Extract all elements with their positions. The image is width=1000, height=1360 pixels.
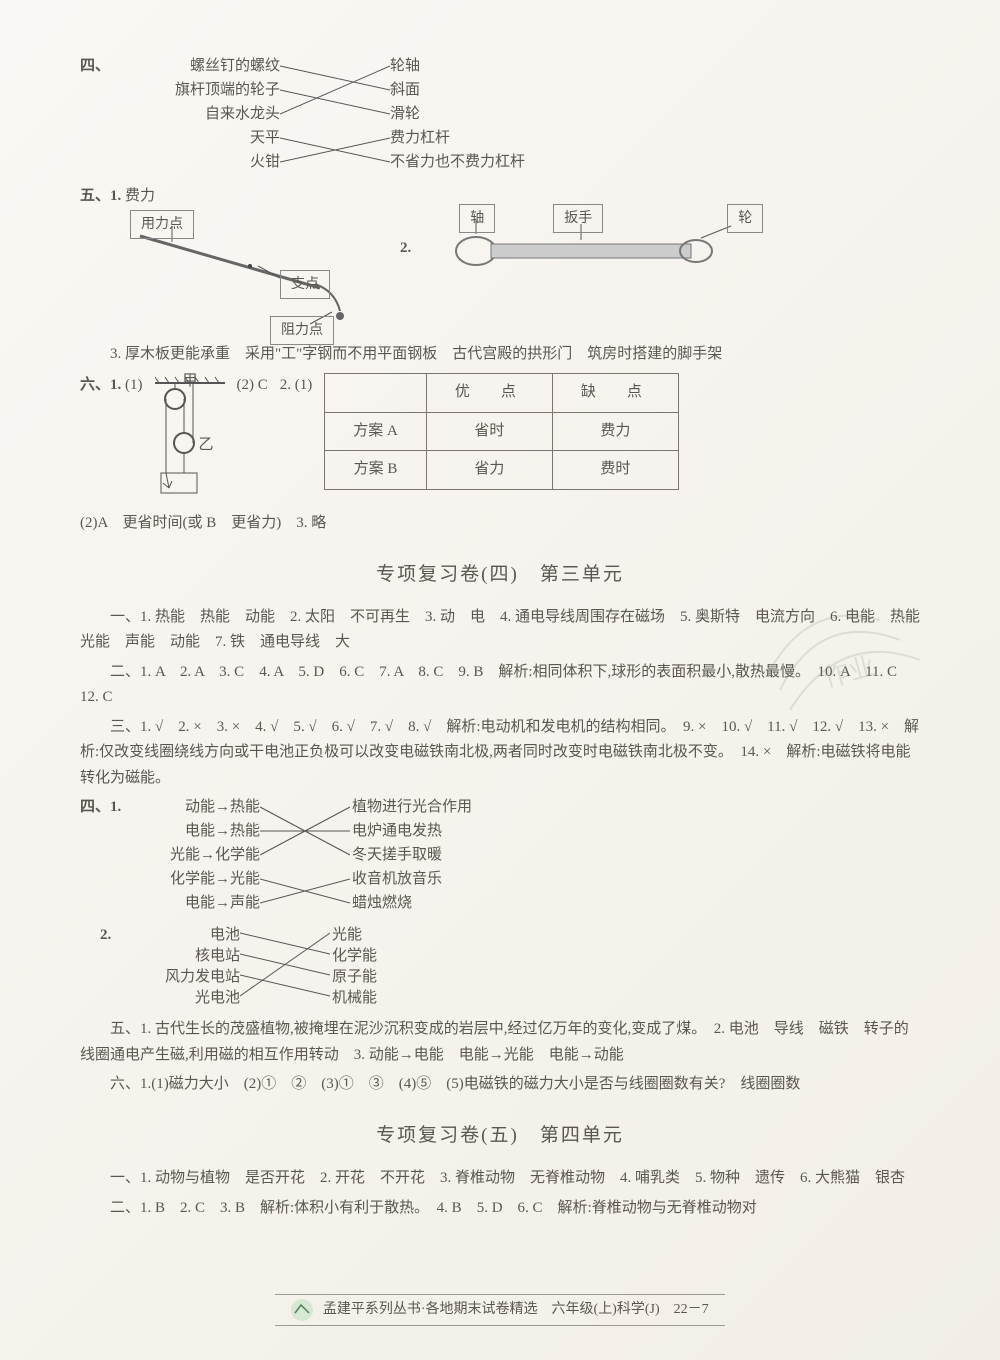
label-force: 用力点 bbox=[130, 210, 194, 240]
r4-m2-lines bbox=[240, 923, 330, 1009]
match-lines bbox=[280, 54, 390, 174]
r4-m1-lines bbox=[260, 795, 350, 919]
lead-4: 四、 bbox=[80, 54, 110, 80]
section-6: 六、1. (1) 甲 乙 (2) C 2. (1) bbox=[80, 373, 920, 503]
r4-match1: 四、1. 动能→热能 电能→热能 光能→化学能 化学能→光能 电能→声能 植物进… bbox=[130, 795, 920, 919]
mr-4: 不省力也不费力杠杆 bbox=[390, 150, 590, 174]
match-left: 螺丝钉的螺纹 旗杆顶端的轮子 自来水龙头 天平 火钳 bbox=[130, 54, 280, 174]
match-right: 轮轴 斜面 滑轮 费力杠杆 不省力也不费力杠杆 bbox=[390, 54, 590, 174]
table-row: 方案 B 省力 费时 bbox=[325, 451, 679, 490]
page: 作业 四、 螺丝钉的螺纹 旗杆顶端的轮子 自来水龙头 天平 火钳 轮轴 斜面 bbox=[0, 0, 1000, 1360]
r4-m2-lead: 2. bbox=[100, 923, 111, 949]
ml-0: 螺丝钉的螺纹 bbox=[130, 54, 280, 78]
mr-1: 斜面 bbox=[390, 78, 590, 102]
r4-m1-lead: 四、1. bbox=[80, 795, 121, 821]
section-5: 五、1. 费力 bbox=[80, 184, 920, 210]
lead-5: 五、1. bbox=[80, 188, 121, 204]
wrench-diagram: 轴 扳手 轮 bbox=[441, 216, 781, 286]
ml-3: 天平 bbox=[130, 126, 280, 150]
lead-6: 六、1. bbox=[80, 377, 121, 393]
label-wheel: 轮 bbox=[727, 204, 763, 234]
q6-1-1: (1) bbox=[125, 377, 143, 393]
r4-m1-right: 植物进行光合作用 电炉通电发热 冬天搓手取暖 收音机放音乐 蜡烛燃烧 bbox=[352, 795, 552, 915]
plan-table: 优 点 缺 点 方案 A 省时 费力 方案 B 省力 费时 bbox=[324, 373, 679, 490]
q6-1-2: (2) C bbox=[237, 373, 268, 399]
q5-1-label: 费力 bbox=[125, 188, 155, 204]
r4-p6: 六、1.(1)磁力大小 (2)① ② (3)① ③ (4)⑤ (5)电磁铁的磁力… bbox=[80, 1072, 920, 1098]
r4-p3: 三、1. √ 2. × 3. × 4. √ 5. √ 6. √ 7. √ 8. … bbox=[80, 715, 920, 792]
r4-m2-left: 电池 核电站 风力发电站 光电池 bbox=[130, 923, 240, 1007]
th-2: 缺 点 bbox=[552, 374, 678, 413]
page-footer: 孟建平系列丛书·各地期末试卷精选 六年级(上)科学(J) 22－7 bbox=[0, 1294, 1000, 1326]
label-axle: 轴 bbox=[459, 204, 495, 234]
r4-match2: 2. 电池 核电站 风力发电站 光电池 光能 化学能 原子能 机械能 bbox=[130, 923, 920, 1009]
title-review4: 专项复习卷(四) 第三单元 bbox=[80, 559, 920, 591]
mr-3: 费力杠杆 bbox=[390, 126, 590, 150]
label-yi: 乙 bbox=[199, 433, 214, 459]
matching-q4: 四、 螺丝钉的螺纹 旗杆顶端的轮子 自来水龙头 天平 火钳 轮轴 斜面 滑轮 费… bbox=[130, 54, 920, 174]
footer-text: 孟建平系列丛书·各地期末试卷精选 六年级(上)科学(J) 22－7 bbox=[323, 1302, 709, 1317]
r4-m2-right: 光能 化学能 原子能 机械能 bbox=[332, 923, 532, 1007]
q5-3: 3. 厚木板更能承重 采用"工"字钢而不用平面钢板 古代宫殿的拱形门 筑房时搭建… bbox=[80, 342, 920, 368]
r4-p1: 一、1. 热能 热能 动能 2. 太阳 不可再生 3. 动 电 4. 通电导线周… bbox=[80, 605, 920, 656]
ml-2: 自来水龙头 bbox=[130, 102, 280, 126]
footer-badge-icon bbox=[291, 1299, 313, 1321]
mr-2: 滑轮 bbox=[390, 102, 590, 126]
q5-2-lead: 2. bbox=[400, 236, 411, 262]
ml-4: 火钳 bbox=[130, 150, 280, 174]
mr-0: 轮轴 bbox=[390, 54, 590, 78]
images-row: 用力点 支点 阻力点 2. 轴 扳手 轮 bbox=[110, 216, 920, 336]
table-row: 方案 A 省时 费力 bbox=[325, 412, 679, 451]
ml-1: 旗杆顶端的轮子 bbox=[130, 78, 280, 102]
pulley-diagram: 甲 乙 bbox=[155, 373, 225, 503]
label-resist: 阻力点 bbox=[270, 316, 334, 346]
label-fulcrum: 支点 bbox=[280, 270, 330, 300]
th-1: 优 点 bbox=[426, 374, 552, 413]
title-review5: 专项复习卷(五) 第四单元 bbox=[80, 1120, 920, 1152]
r5-p1: 一、1. 动物与植物 是否开花 2. 开花 不开花 3. 脊椎动物 无脊椎动物 … bbox=[80, 1166, 920, 1192]
r4-p5: 五、1. 古代生长的茂盛植物,被掩埋在泥沙沉积变成的岩层中,经过亿万年的变化,变… bbox=[80, 1017, 920, 1068]
q6-2-lead: 2. (1) bbox=[280, 373, 313, 399]
label-jia: 甲 bbox=[183, 369, 198, 395]
th-0 bbox=[325, 374, 427, 413]
q6-line2: (2)A 更省时间(或 B 更省力) 3. 略 bbox=[80, 511, 920, 537]
r4-p2: 二、1. A 2. A 3. C 4. A 5. D 6. C 7. A 8. … bbox=[80, 660, 920, 711]
lever-diagram: 用力点 支点 阻力点 bbox=[110, 216, 370, 336]
section-4: 四、 螺丝钉的螺纹 旗杆顶端的轮子 自来水龙头 天平 火钳 轮轴 斜面 滑轮 费… bbox=[80, 54, 920, 174]
label-handle: 扳手 bbox=[553, 204, 603, 234]
r4-m1-left: 动能→热能 电能→热能 光能→化学能 化学能→光能 电能→声能 bbox=[130, 795, 260, 915]
r5-p2: 二、1. B 2. C 3. B 解析:体积小有利于散热。 4. B 5. D … bbox=[80, 1196, 920, 1222]
